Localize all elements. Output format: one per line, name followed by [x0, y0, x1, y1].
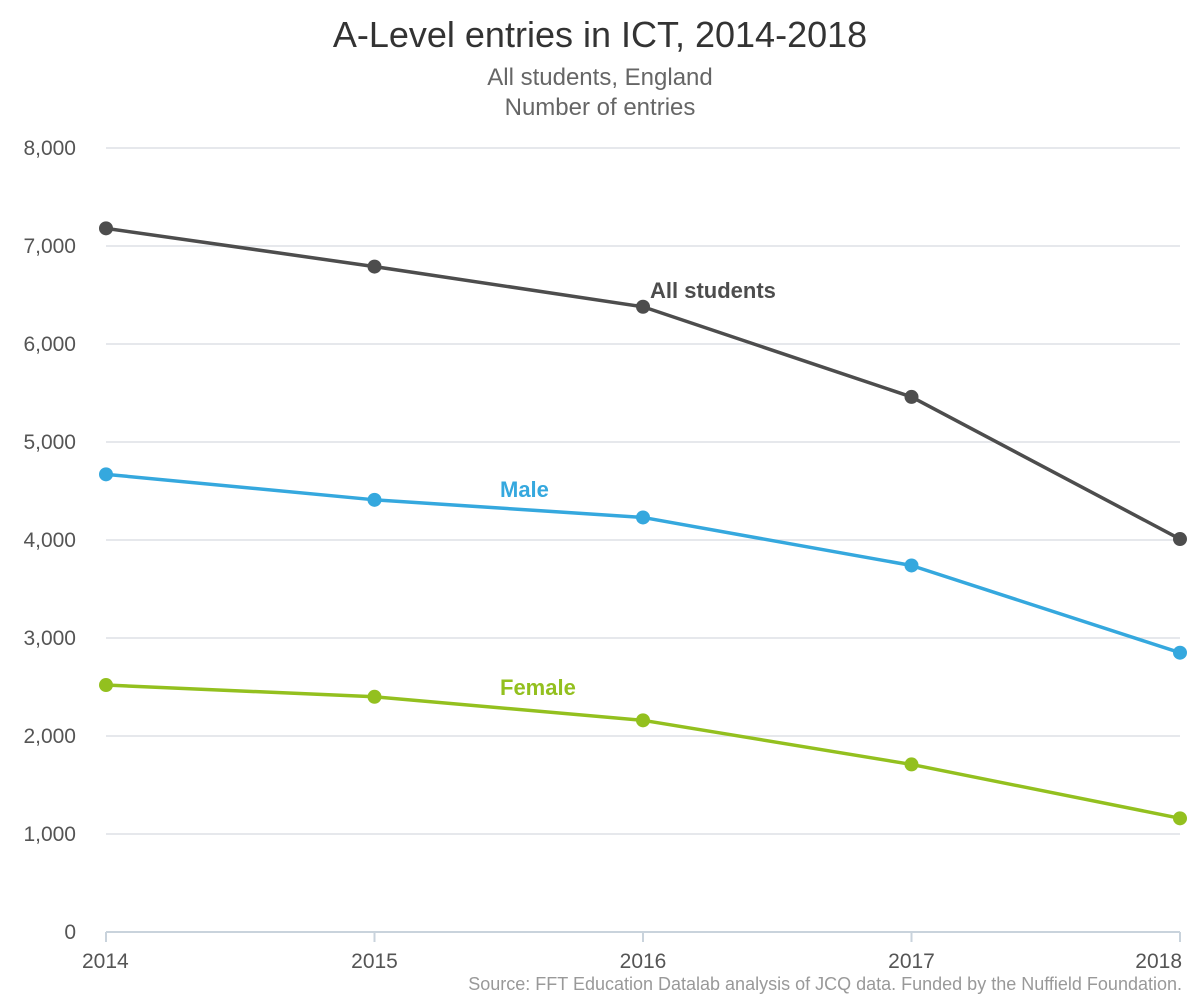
y-tick-label: 7,000: [23, 235, 76, 258]
y-tick-label: 0: [64, 921, 76, 944]
data-point: [1173, 645, 1187, 660]
data-point: [904, 757, 919, 772]
x-tick-label: 2018: [1135, 950, 1182, 973]
data-point: [367, 259, 382, 274]
data-point: [99, 467, 113, 482]
y-tick-label: 8,000: [23, 137, 76, 160]
x-tick-label: 2017: [888, 950, 935, 973]
series-line: [105, 472, 1181, 655]
data-point: [636, 510, 650, 525]
x-tick-label: 2015: [351, 950, 398, 973]
series-label: Male: [500, 477, 549, 502]
y-tick-label: 6,000: [23, 333, 76, 356]
y-tick-label: 4,000: [23, 529, 76, 552]
data-point: [636, 713, 650, 728]
chart-title: A-Level entries in ICT, 2014-2018: [332, 14, 868, 55]
x-tick-label: 2016: [620, 950, 667, 973]
data-point: [904, 558, 919, 573]
data-point: [99, 678, 113, 693]
data-point: [367, 492, 382, 507]
data-point: [99, 221, 113, 236]
chart-subtitle-line-2: Number of entries: [504, 94, 696, 121]
source-note: Source: FFT Education Datalab analysis o…: [468, 974, 1182, 994]
y-tick-label: 1,000: [23, 823, 76, 846]
chart-subtitle-line-1: All students, England: [487, 64, 713, 91]
data-point: [904, 389, 919, 404]
data-point: [636, 299, 650, 314]
y-tick-label: 5,000: [23, 431, 76, 454]
series-line: [105, 683, 1181, 821]
x-tick-label: 2014: [82, 950, 129, 973]
data-point: [367, 689, 382, 704]
data-point: [1173, 811, 1187, 826]
y-tick-label: 3,000: [23, 627, 76, 650]
series-label: All students: [650, 278, 776, 303]
series-line: [105, 226, 1181, 541]
y-tick-label: 2,000: [23, 725, 76, 748]
series-label: Female: [500, 675, 576, 700]
data-point: [1173, 532, 1187, 547]
